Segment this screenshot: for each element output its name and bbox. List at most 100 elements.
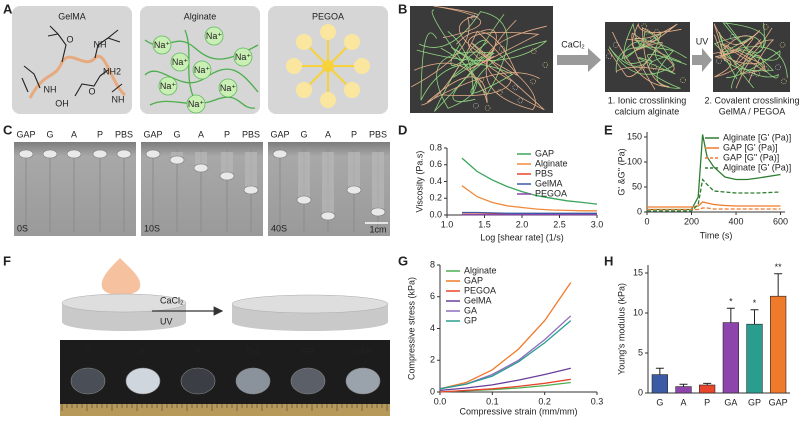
- particle: [517, 97, 524, 104]
- particle: [651, 64, 657, 70]
- particle: [499, 45, 505, 52]
- bar: [675, 386, 692, 394]
- y-tick-label: 0: [430, 386, 435, 396]
- arrow-label: UV: [696, 36, 709, 46]
- bar: [699, 384, 716, 394]
- process-arrow: [692, 48, 712, 72]
- particle: [775, 64, 781, 71]
- particle: [530, 78, 536, 85]
- drip-trail: [245, 152, 257, 188]
- series-line: [439, 378, 571, 393]
- ion: [192, 60, 212, 80]
- disk-top: [61, 293, 187, 313]
- chem-label: O: [88, 86, 95, 96]
- legend-label: Alginate: [535, 158, 568, 168]
- polymer-chain: [607, 42, 663, 78]
- particle: [650, 36, 656, 43]
- arrow-label: CaCl₂: [160, 295, 184, 305]
- particle: [781, 78, 787, 85]
- ion: [218, 78, 238, 98]
- droplet: [370, 207, 386, 217]
- y-tick-label: 100: [627, 156, 642, 166]
- ion: [152, 35, 172, 55]
- x-tick-label: GA: [724, 397, 737, 407]
- sample-label: G: [84, 346, 91, 356]
- x-axis-label: Time (s): [700, 230, 733, 240]
- scale-label: 1cm: [369, 224, 386, 234]
- series-line: [439, 367, 571, 392]
- y-tick-label: 150: [627, 131, 642, 141]
- material-title: GelMA: [58, 11, 86, 21]
- legend-label: Alginate [G' (Pa)]: [723, 132, 791, 142]
- photo: [60, 340, 390, 416]
- drip-trail: [298, 152, 310, 198]
- polymer-chain: [608, 31, 675, 75]
- series-line: [647, 134, 781, 211]
- lane-label: A: [71, 129, 77, 139]
- ruler: [60, 404, 390, 416]
- series-line: [647, 207, 781, 211]
- polymer-chain: [414, 62, 540, 103]
- lane-label: PBS: [115, 129, 133, 139]
- lane-label: GAP: [270, 129, 289, 139]
- legend-label: GAP: [464, 275, 483, 285]
- particle: [762, 66, 769, 72]
- legend-label: Alginate: [464, 265, 497, 275]
- chem-label: O: [66, 34, 73, 44]
- drip-trail: [372, 152, 384, 210]
- drip-trail: [171, 152, 183, 158]
- step-text: GelMA / PEGOA: [719, 106, 786, 116]
- particle: [473, 102, 479, 109]
- particle: [606, 53, 612, 60]
- chem-label: NH: [94, 39, 107, 49]
- acrylate: [320, 24, 336, 40]
- series-line: [439, 282, 572, 390]
- ion-label: Na⁺: [172, 57, 189, 67]
- hydrogel-sample: [180, 367, 216, 395]
- x-tick-label: 3.0: [591, 219, 604, 229]
- ion: [170, 52, 190, 72]
- legend-label: GAP [G' (Pa)]: [723, 142, 778, 152]
- material-box: [12, 6, 132, 114]
- ion-label: Na⁺: [154, 40, 171, 50]
- ion: [186, 94, 206, 114]
- x-tick-label: A: [680, 397, 686, 407]
- x-tick-label: 1.5: [478, 219, 491, 229]
- polymer-chain: [722, 22, 766, 89]
- y-tick-label: 0.8: [429, 142, 442, 152]
- x-tick-label: 0.3: [591, 396, 604, 406]
- particle: [612, 42, 619, 48]
- material-title: PEGOA: [312, 11, 344, 21]
- x-tick-label: 2.5: [553, 219, 566, 229]
- hydrogel-sample: [125, 367, 161, 395]
- y-tick-label: 0.2: [429, 193, 442, 203]
- y-tick-label: 0.4: [429, 176, 442, 186]
- y-axis-label: Compressive stress (kPa): [406, 277, 416, 380]
- panel-label: G: [398, 253, 408, 268]
- particle: [479, 51, 485, 57]
- series-line: [461, 185, 597, 212]
- droplet: [296, 195, 312, 205]
- droplet: [42, 149, 58, 159]
- step-text: 2. Covalent crosslinking: [704, 95, 799, 105]
- y-tick-label: 5: [638, 347, 643, 357]
- x-tick-label: 0: [644, 216, 649, 226]
- error-bar: [774, 273, 783, 297]
- time-label: 40S: [271, 223, 287, 233]
- panel-label: E: [604, 122, 613, 137]
- polymer-chain: [726, 46, 788, 79]
- lane-label: G: [300, 129, 307, 139]
- bar: [722, 322, 739, 394]
- droplet: [193, 163, 209, 173]
- particle: [542, 62, 549, 68]
- x-tick-label: 600: [773, 216, 788, 226]
- polymer-chain: [456, 19, 536, 111]
- chem-label: NH2: [103, 66, 121, 76]
- hydrogel-sample: [235, 367, 271, 395]
- legend-label: PBS: [535, 168, 553, 178]
- legend-label: PEGOA: [535, 188, 567, 198]
- lane-label: G: [173, 129, 180, 139]
- droplet: [18, 149, 34, 159]
